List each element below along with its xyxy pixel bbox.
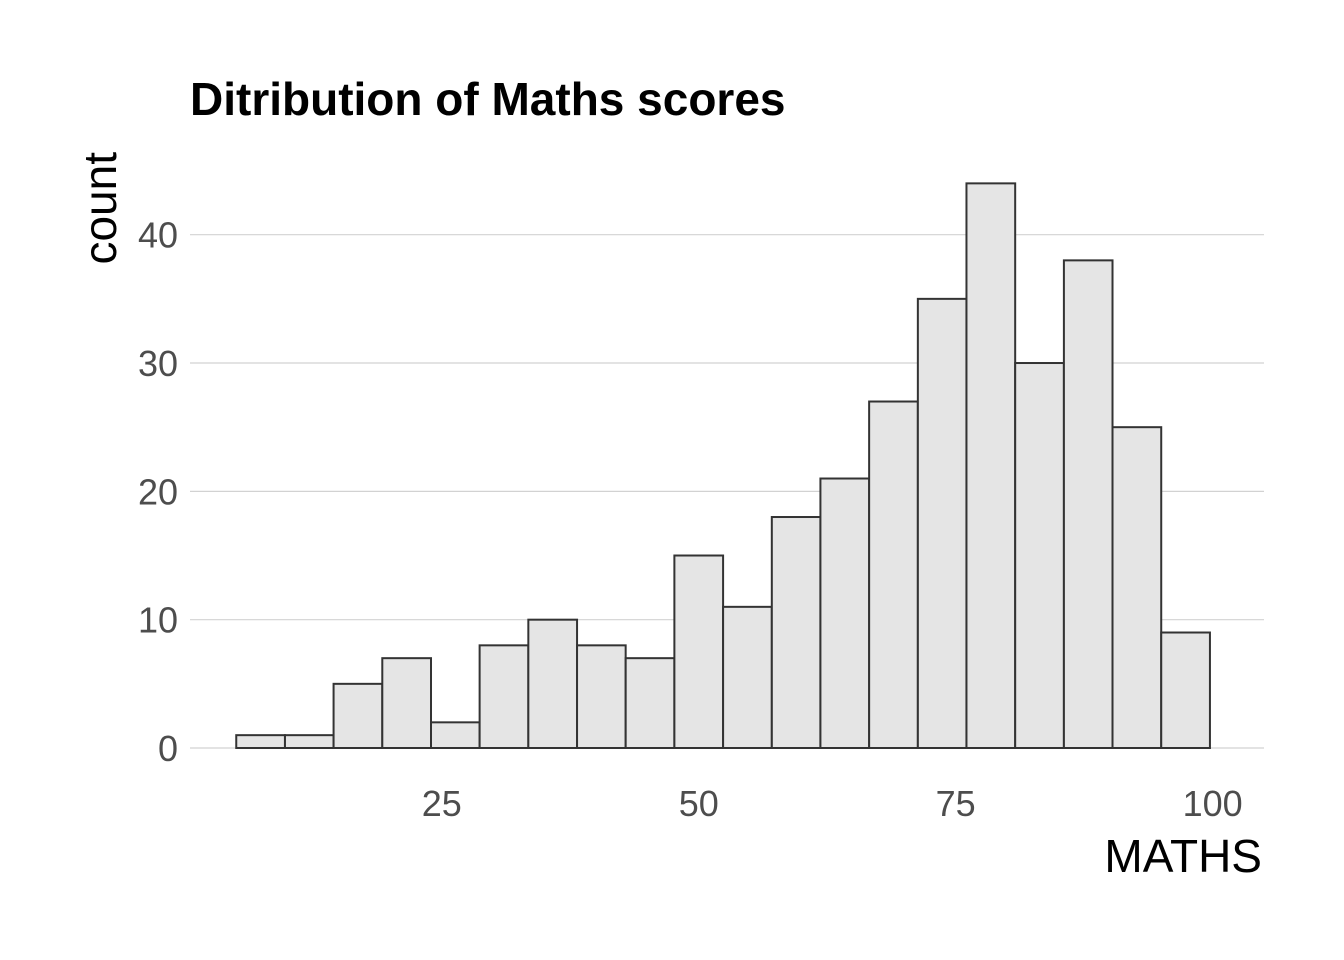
histogram-bar-6 [527,618,579,750]
x-tick-label: 75 [936,783,976,824]
y-tick-label: 40 [138,215,178,256]
y-tick-label: 20 [138,471,178,512]
x-tick-label: 100 [1183,783,1243,824]
histogram-bar-15 [965,182,1017,749]
y-tick-label: 0 [158,728,178,769]
y-axis-title: count [74,152,126,265]
histogram-bar-16 [1014,362,1065,749]
histogram-bar-10 [722,605,773,749]
histogram-bar-17 [1062,259,1114,749]
chart-title: Ditribution of Maths scores [190,73,785,125]
histogram-bar-8 [624,657,676,750]
y-tick-label: 30 [138,343,178,384]
histogram-bar-18 [1111,426,1163,749]
y-axis-ticks: 0 10 20 30 40 [138,215,178,769]
histogram-bar-12 [819,477,871,749]
histogram-bar-13 [868,400,919,749]
histogram-bar-3 [381,657,433,750]
x-tick-label: 50 [679,783,719,824]
histogram-bar-11 [770,516,822,749]
histogram-bar-7 [576,644,627,749]
histogram-bar-2 [332,682,384,750]
y-tick-label: 10 [138,600,178,641]
x-axis-ticks: 25 50 75 100 [422,783,1243,824]
histogram-bar-5 [478,644,530,749]
histogram-bar-19 [1160,631,1211,749]
histogram-bar-14 [916,297,968,749]
histogram-bar-4 [430,721,481,750]
x-tick-label: 25 [422,783,462,824]
x-axis-title: MATHS [1104,830,1262,882]
histogram-bar-9 [673,554,725,750]
histogram-bar-1 [283,734,335,749]
histogram-bar-0 [235,734,286,749]
bars [235,182,1211,750]
